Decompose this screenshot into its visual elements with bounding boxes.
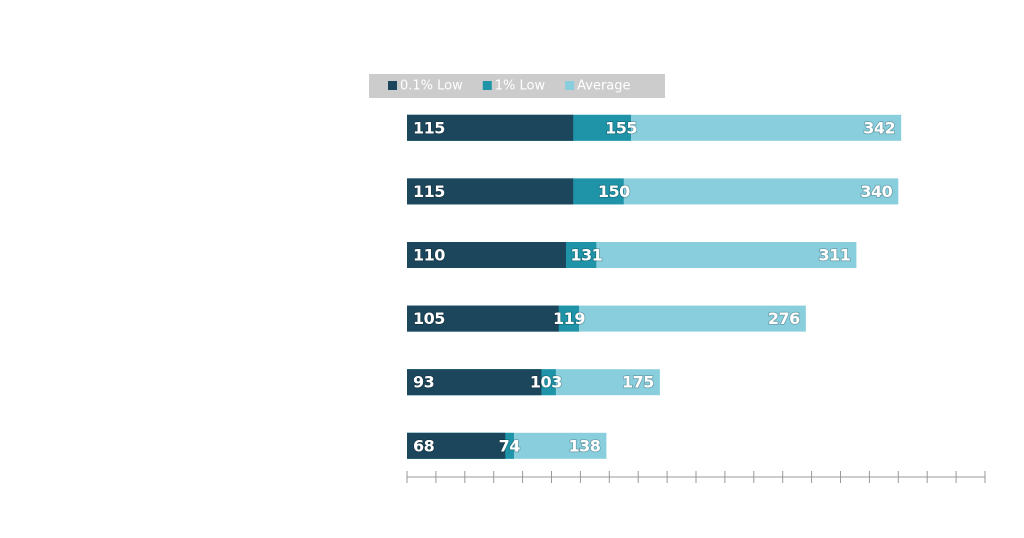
value-label: 119 bbox=[553, 309, 585, 328]
value-label: 115 bbox=[413, 182, 445, 201]
bar bbox=[407, 369, 542, 396]
legend-label: 1% Low bbox=[495, 79, 546, 94]
value-label: 93 bbox=[413, 373, 434, 392]
bar bbox=[407, 178, 574, 205]
value-label: 68 bbox=[413, 436, 435, 455]
value-label: 110 bbox=[413, 246, 445, 265]
value-label: 138 bbox=[569, 436, 601, 455]
value-label: 175 bbox=[622, 373, 654, 392]
value-label: 342 bbox=[863, 118, 895, 137]
legend-background bbox=[369, 74, 665, 98]
bar bbox=[407, 242, 566, 268]
legend-swatch bbox=[388, 81, 397, 90]
value-label: 131 bbox=[570, 246, 602, 265]
legend-swatch bbox=[482, 81, 492, 90]
value-label: 74 bbox=[499, 436, 521, 455]
value-label: 115 bbox=[413, 118, 445, 137]
value-label: 105 bbox=[413, 309, 445, 328]
value-label: 150 bbox=[598, 182, 630, 201]
value-label: 155 bbox=[605, 118, 637, 137]
bar bbox=[407, 114, 574, 141]
value-label: 276 bbox=[768, 309, 800, 328]
value-label: 340 bbox=[860, 182, 892, 201]
legend-swatch bbox=[565, 81, 575, 90]
legend-label: 0.1% Low bbox=[400, 79, 463, 94]
value-label: 103 bbox=[530, 373, 562, 392]
legend-label: Average bbox=[577, 79, 630, 94]
bar bbox=[407, 432, 506, 459]
bar bbox=[407, 305, 559, 332]
value-label: 311 bbox=[818, 246, 850, 265]
